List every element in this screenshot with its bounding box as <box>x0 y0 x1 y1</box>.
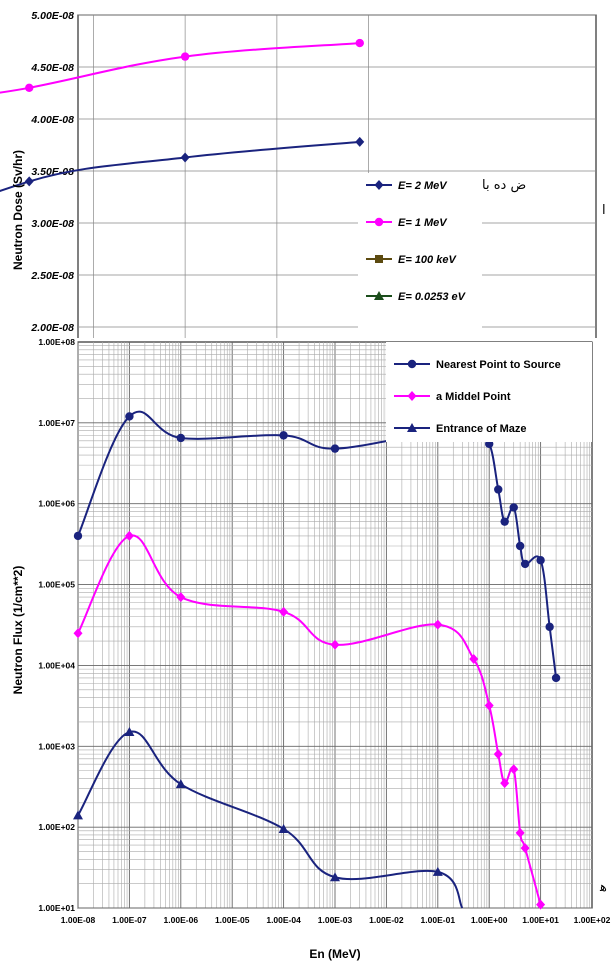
dose-legend-label: E= 100 keV <box>398 254 457 266</box>
flux-point <box>500 517 508 525</box>
flux-legend-label: a Middel Point <box>436 391 511 403</box>
flux-y-tick-label: 1.00E+04 <box>38 660 75 670</box>
dose-legend: E= 2 MeV E= 1 MeV E= 100 keV E= 0.0253 eV <box>358 173 482 338</box>
flux-x-tick-label: 1.00E-03 <box>318 915 353 925</box>
dose-point <box>25 84 33 92</box>
flux-point <box>279 431 287 439</box>
flux-y-tick-label: 1.00E+08 <box>38 337 75 347</box>
flux-y-tick-label: 1.00E+07 <box>38 418 75 428</box>
flux-x-tick-label: 1.00E-08 <box>61 915 96 925</box>
flux-y-tick-label: 1.00E+01 <box>38 903 75 913</box>
flux-x-tick-label: 1.00E-06 <box>164 915 199 925</box>
flux-x-tick-label: 1.00E-02 <box>369 915 404 925</box>
flux-legend-label: Nearest Point to Source <box>436 359 561 371</box>
flux-x-axis-label: En (MeV) <box>309 947 360 961</box>
flux-legend-marker <box>408 360 416 368</box>
flux-point <box>536 556 544 564</box>
flux-y-tick-label: 1.00E+02 <box>38 822 75 832</box>
dose-y-tick-label: 4.50E-08 <box>30 62 74 74</box>
flux-x-tick-label: 1.00E-07 <box>112 915 147 925</box>
flux-point <box>125 412 133 420</box>
flux-x-tick-label: 1.00E+00 <box>471 915 508 925</box>
flux-x-tick-label: 1.00E+01 <box>522 915 559 925</box>
dose-point <box>181 52 189 60</box>
flux-legend: Nearest Point to Source a Middel Point Ent… <box>386 342 592 442</box>
flux-x-tick-label: 1.00E-05 <box>215 915 250 925</box>
stray-text-line2: ا <box>602 203 606 218</box>
dose-y-tick-label: 2.00E-08 <box>30 322 74 334</box>
flux-legend-label: Entrance of Maze <box>436 423 526 435</box>
flux-point <box>510 503 518 511</box>
flux-point <box>516 542 524 550</box>
flux-y-tick-label: 1.00E+03 <box>38 741 75 751</box>
dose-legend-marker <box>375 218 383 226</box>
dose-legend-marker <box>375 255 383 263</box>
flux-y-axis-label: Neutron Flux (1/cm**2) <box>11 566 25 695</box>
dose-y-tick-label: 5.00E-08 <box>31 10 74 22</box>
flux-chart: 1.00E+08 1.00E+07 1.00E+06 1.00E+05 1.00E+04… <box>0 337 614 970</box>
flux-x-tick-label: 1.00E-01 <box>421 915 456 925</box>
dose-point <box>356 39 364 47</box>
dose-y-tick-label: 3.00E-08 <box>31 218 74 230</box>
flux-x-tick-labels: 1.00E-08 1.00E-07 1.00E-06 1.00E-05 1.00E-04… <box>61 915 611 925</box>
dose-legend-label: E= 1 MeV <box>398 217 448 229</box>
flux-y-tick-label: 1.00E+06 <box>38 499 75 509</box>
flux-x-tick-label: 1.00E+02 <box>574 915 611 925</box>
flux-point <box>494 485 502 493</box>
flux-x-tick-label: 1.00E-04 <box>266 915 301 925</box>
flux-point <box>552 674 560 682</box>
flux-point <box>177 434 185 442</box>
flux-point <box>545 623 553 631</box>
stray-text-mark: ﻫ <box>600 880 607 895</box>
flux-point <box>331 444 339 452</box>
dose-y-tick-label: 4.00E-08 <box>30 114 74 126</box>
flux-point <box>74 532 82 540</box>
flux-y-tick-label: 1.00E+05 <box>38 580 75 590</box>
stray-text-line1: ض ده با <box>482 178 526 193</box>
dose-y-axis-label: Neutron Dose (Sv/hr) <box>11 150 25 270</box>
dose-legend-label: E= 2 MeV <box>398 180 448 192</box>
dose-legend-label: E= 0.0253 eV <box>398 291 467 303</box>
dose-y-tick-label: 2.50E-08 <box>30 270 74 282</box>
flux-point <box>521 560 529 568</box>
